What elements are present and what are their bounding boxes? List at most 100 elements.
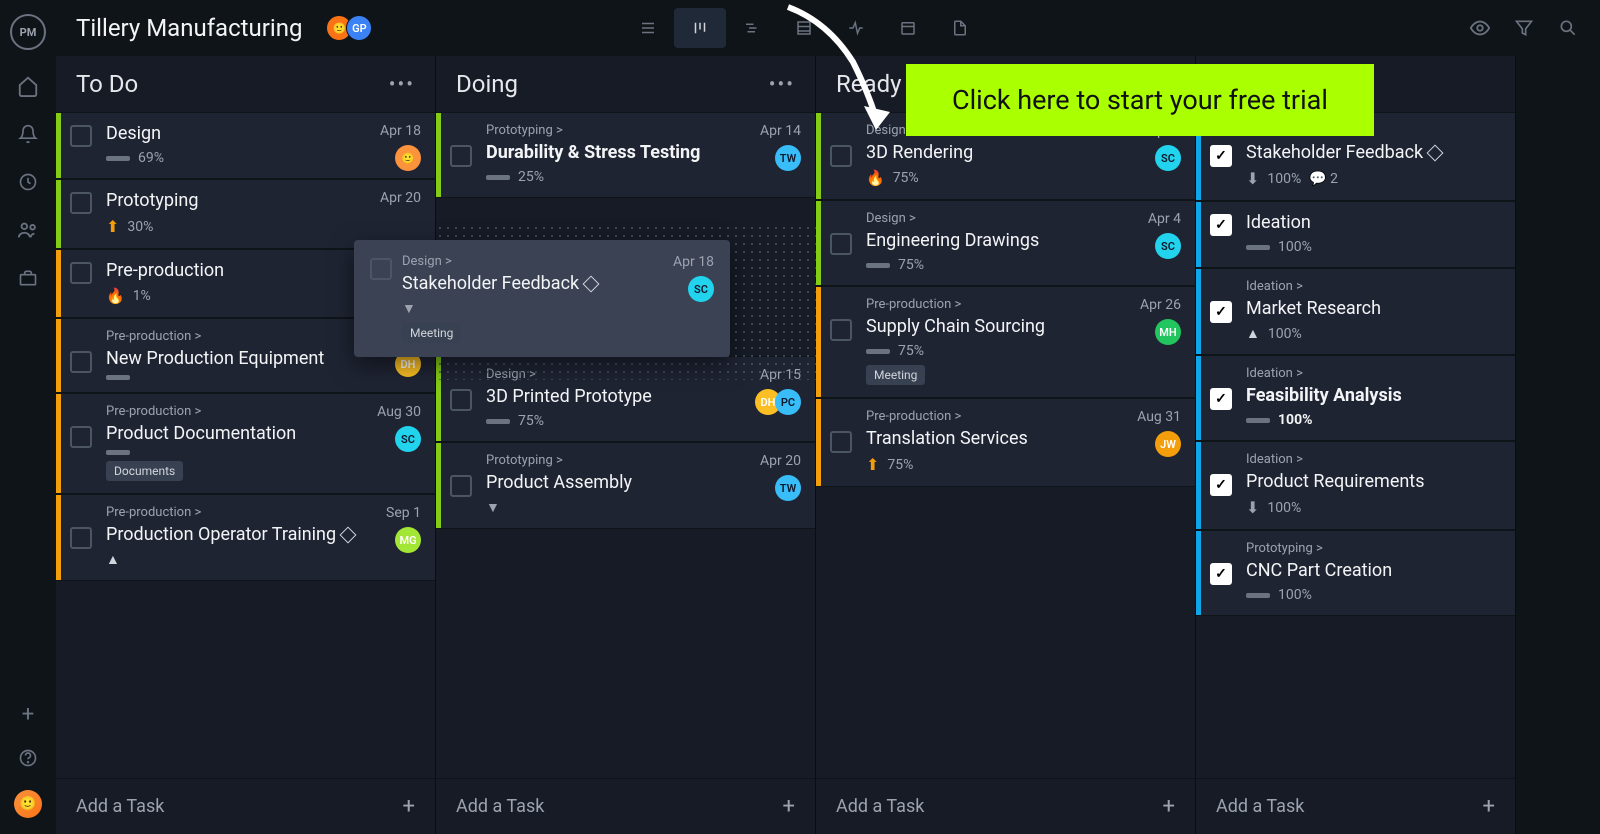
add-task-button[interactable]: Add a Task+ (436, 778, 815, 834)
task-meta: ▲ 100% (1246, 325, 1501, 342)
column-menu-icon[interactable]: ••• (389, 72, 415, 96)
task-card[interactable]: Prototyping ⬆ 30% Apr 20 (56, 179, 435, 249)
column-cards: Design 69% Apr 18 🙂 Prototyping ⬆ 30% Ap… (56, 112, 435, 778)
task-progress: 75% (887, 457, 913, 473)
topbar-actions (1468, 16, 1580, 40)
card-stripe (56, 495, 61, 580)
board-column: Ready Design > 3D Rendering 🔥 75% Apr 6 … (816, 56, 1196, 834)
task-checkbox[interactable] (830, 233, 852, 255)
task-date: Aug 31 (1137, 409, 1181, 425)
task-checkbox[interactable]: ✓ (1210, 474, 1232, 496)
column-cards: Design > 3D Rendering 🔥 75% Apr 6 SC Des… (816, 112, 1195, 778)
task-avatars: MH (1155, 319, 1181, 345)
task-checkbox[interactable] (830, 145, 852, 167)
task-checkbox[interactable] (450, 145, 472, 167)
task-card[interactable]: Pre-production > Product Documentation D… (56, 393, 435, 494)
watch-icon[interactable] (1468, 16, 1492, 40)
cta-banner[interactable]: Click here to start your free trial (906, 64, 1374, 136)
user-avatar[interactable]: 🙂 (14, 790, 42, 818)
task-card[interactable]: Pre-production > Production Operator Tra… (56, 494, 435, 581)
help-icon[interactable] (16, 746, 40, 770)
task-meta (106, 375, 421, 380)
task-checkbox[interactable]: ✓ (1210, 214, 1232, 236)
file-view-icon[interactable] (934, 8, 986, 48)
add-task-button[interactable]: Add a Task+ (816, 778, 1195, 834)
task-title: Production Operator Training (106, 524, 421, 545)
task-checkbox[interactable]: ✓ (1210, 388, 1232, 410)
task-avatars: SC (395, 426, 421, 452)
home-icon[interactable] (16, 74, 40, 98)
task-progress: 75% (893, 170, 919, 186)
assignee-avatar[interactable]: MH (1155, 319, 1181, 345)
project-title: Tillery Manufacturing (76, 14, 302, 42)
task-progress: 100% (1267, 171, 1301, 187)
task-checkbox[interactable] (70, 351, 92, 373)
app-logo[interactable]: PM (10, 14, 46, 50)
task-card[interactable]: Pre-production > Translation Services ⬆ … (816, 398, 1195, 487)
clock-icon[interactable] (16, 170, 40, 194)
project-members[interactable]: 🙂GP (326, 15, 372, 41)
task-card[interactable]: ✓ Ideation > Product Requirements ⬇ 100% (1196, 441, 1515, 530)
task-progress: 1% (133, 288, 151, 304)
task-checkbox[interactable] (830, 319, 852, 341)
bell-icon[interactable] (16, 122, 40, 146)
task-meta: 🔥 75% (866, 169, 1181, 187)
task-checkbox[interactable]: ✓ (1210, 301, 1232, 323)
task-card[interactable]: Prototyping > Product Assembly ▼ Apr 20 … (436, 442, 815, 529)
briefcase-icon[interactable] (16, 266, 40, 290)
task-avatars: MG (395, 527, 421, 553)
task-meta: 25% (486, 169, 801, 185)
assignee-avatar[interactable]: PC (775, 389, 801, 415)
task-card[interactable]: Pre-production > Supply Chain Sourcing 7… (816, 286, 1195, 398)
task-card[interactable]: ✓ Ideation 100% (1196, 201, 1515, 268)
assignee-avatar[interactable]: TW (775, 475, 801, 501)
assignee-avatar[interactable]: TW (775, 145, 801, 171)
task-card[interactable]: Design > Engineering Drawings 75% Apr 4 … (816, 200, 1195, 286)
task-card[interactable]: Prototyping > Durability & Stress Testin… (436, 112, 815, 198)
add-icon[interactable]: + (16, 702, 40, 726)
task-checkbox[interactable] (70, 192, 92, 214)
task-card[interactable]: ✓ Prototyping > CNC Part Creation 100% (1196, 530, 1515, 616)
task-progress: 100% (1268, 326, 1302, 342)
task-category: Ideation > (1246, 366, 1501, 381)
board-view-icon[interactable] (674, 8, 726, 48)
task-checkbox[interactable] (450, 475, 472, 497)
task-title: Product Requirements (1246, 471, 1501, 492)
assignee-avatar[interactable]: SC (1155, 233, 1181, 259)
assignee-avatar[interactable]: SC (1155, 145, 1181, 171)
add-task-button[interactable]: Add a Task+ (1196, 778, 1515, 834)
task-checkbox[interactable] (70, 527, 92, 549)
task-checkbox[interactable] (70, 125, 92, 147)
task-checkbox[interactable] (830, 431, 852, 453)
task-title: Durability & Stress Testing (486, 142, 801, 163)
task-card[interactable]: Design 69% Apr 18 🙂 (56, 112, 435, 179)
task-checkbox[interactable]: ✓ (1210, 145, 1232, 167)
filter-icon[interactable] (1512, 16, 1536, 40)
task-category: Prototyping > (486, 123, 801, 138)
task-date: Apr 26 (1140, 297, 1181, 313)
dragging-card[interactable]: Design > Stakeholder Feedback ▼ Meeting … (354, 240, 730, 357)
column-header: To Do ••• (56, 56, 435, 112)
task-card[interactable]: ✓ Ideation > Market Research ▲ 100% (1196, 268, 1515, 355)
add-task-button[interactable]: Add a Task+ (56, 778, 435, 834)
task-checkbox[interactable] (370, 258, 392, 280)
assignee-avatar[interactable]: SC (688, 276, 714, 302)
task-checkbox[interactable] (70, 262, 92, 284)
task-avatars: SC (1155, 145, 1181, 171)
assignee-avatar[interactable]: JW (1155, 431, 1181, 457)
task-checkbox[interactable]: ✓ (1210, 563, 1232, 585)
task-progress: 25% (518, 169, 544, 185)
assignee-avatar[interactable]: 🙂 (395, 145, 421, 171)
search-icon[interactable] (1556, 16, 1580, 40)
assignee-avatar[interactable]: MG (395, 527, 421, 553)
list-view-icon[interactable] (622, 8, 674, 48)
task-meta (106, 450, 421, 455)
task-progress: 100% (1278, 239, 1312, 255)
member-avatar[interactable]: GP (346, 15, 372, 41)
task-meta: 69% (106, 150, 421, 166)
people-icon[interactable] (16, 218, 40, 242)
task-checkbox[interactable] (450, 389, 472, 411)
task-checkbox[interactable] (70, 426, 92, 448)
task-card[interactable]: ✓ Ideation > Feasibility Analysis 100% (1196, 355, 1515, 441)
assignee-avatar[interactable]: SC (395, 426, 421, 452)
